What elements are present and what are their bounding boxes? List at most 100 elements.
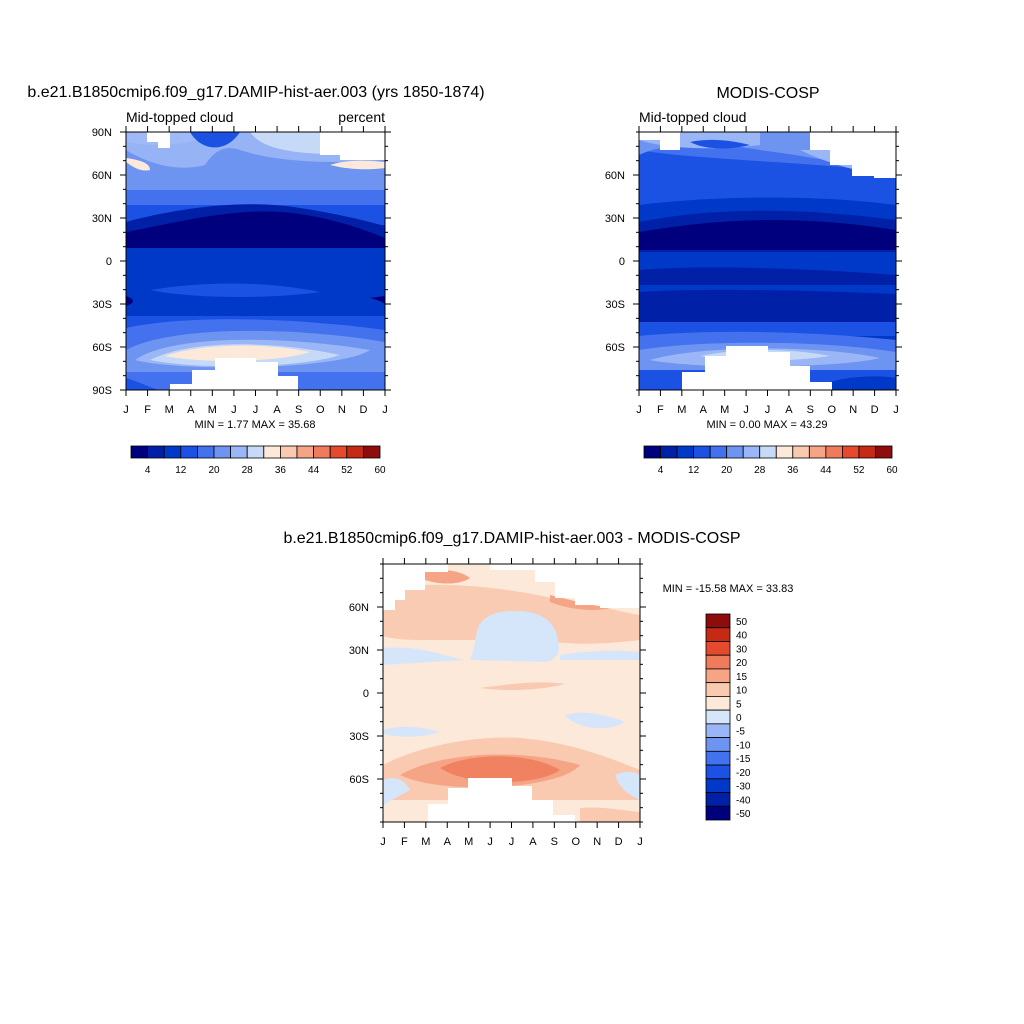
- colorbar-label: 60: [374, 465, 386, 476]
- colorbar-label: 20: [721, 465, 733, 476]
- colorbar-swatch: [246, 445, 265, 459]
- colorbar-label: -50: [736, 809, 751, 820]
- colorbar-swatch: [296, 445, 315, 459]
- y-tick-label: 30N: [605, 213, 625, 225]
- colorbar-swatch: [792, 445, 810, 459]
- field-band: [126, 158, 150, 171]
- colorbar-swatch: [196, 445, 215, 459]
- panel1-minmax: MIN = 1.77 MAX = 35.68: [194, 419, 315, 431]
- field-band: [690, 139, 750, 149]
- field-band: [190, 132, 240, 148]
- colorbar-label: 0: [736, 713, 742, 724]
- y-tick-label: 0: [106, 256, 112, 268]
- panel-diff: b.e21.B1850cmip6.f09_g17.DAMIP-hist-aer.…: [283, 530, 793, 848]
- colorbar-label: 10: [736, 686, 748, 697]
- colorbar-label: 12: [175, 465, 187, 476]
- x-tick-label: A: [700, 404, 708, 416]
- field-band: [126, 211, 385, 248]
- panel2-title: MODIS-COSP: [716, 85, 819, 102]
- x-tick-label: A: [273, 404, 281, 416]
- missing-data: [490, 564, 640, 608]
- x-tick-label: F: [144, 404, 151, 416]
- colorbar-label: 36: [787, 465, 799, 476]
- field-band: [370, 296, 385, 304]
- panel3-title: b.e21.B1850cmip6.f09_g17.DAMIP-hist-aer.…: [283, 530, 740, 547]
- panel1-colorbar: 4 12 20 28 36 44 52 60: [130, 445, 386, 476]
- colorbar-swatch: [705, 709, 731, 725]
- panel2-colorbar: 4 12 20 28 36 44 52 60: [643, 445, 898, 476]
- colorbar-swatch: [362, 445, 381, 459]
- field-band: [480, 682, 565, 691]
- panel-model: b.e21.B1850cmip6.f09_g17.DAMIP-hist-aer.…: [27, 84, 484, 476]
- colorbar-swatch: [825, 445, 843, 459]
- field-band: [565, 712, 625, 729]
- field-band: [639, 220, 896, 250]
- colorbar-label: -30: [736, 782, 751, 793]
- colorbar-swatch: [705, 627, 731, 642]
- colorbar-swatch: [705, 723, 731, 738]
- x-tick-label: J: [231, 404, 237, 416]
- colorbar-swatch: [660, 445, 678, 459]
- panel2-field: [639, 132, 896, 390]
- x-tick-label: A: [785, 404, 793, 416]
- colorbar-swatch: [213, 445, 232, 459]
- panel1-field: [126, 132, 385, 390]
- colorbar-swatch: [705, 641, 731, 656]
- field-band: [639, 267, 896, 285]
- colorbar-label: 28: [754, 465, 766, 476]
- colorbar-swatch: [705, 654, 731, 670]
- colorbar-label: 44: [820, 465, 832, 476]
- colorbar-swatch: [759, 445, 777, 459]
- colorbar-label: 36: [275, 465, 287, 476]
- colorbar-swatch: [705, 737, 731, 752]
- y-tick-label: 30N: [92, 213, 112, 225]
- colorbar-label: 4: [658, 465, 664, 476]
- colorbar-swatch: [842, 445, 860, 459]
- x-tick-label: N: [849, 404, 857, 416]
- colorbar-label: -5: [736, 727, 745, 738]
- x-tick-label: J: [765, 404, 771, 416]
- x-tick-label: A: [187, 404, 195, 416]
- x-tick-label: M: [421, 836, 430, 848]
- x-tick-label: M: [208, 404, 217, 416]
- y-tick-label: 60S: [605, 342, 625, 354]
- missing-data: [383, 564, 448, 610]
- colorbar-swatch: [346, 445, 364, 459]
- field-band: [440, 756, 560, 783]
- y-tick-label: 60N: [349, 602, 369, 614]
- colorbar-swatch: [130, 445, 149, 459]
- x-tick-label: N: [338, 404, 346, 416]
- x-tick-label: N: [593, 836, 601, 848]
- x-tick-label: J: [487, 836, 493, 848]
- x-tick-label: F: [401, 836, 408, 848]
- colorbar-swatch: [808, 445, 827, 459]
- colorbar-swatch: [230, 445, 248, 459]
- colorbar-swatch: [705, 668, 731, 684]
- x-tick-label: O: [571, 836, 580, 848]
- field-band: [165, 345, 310, 361]
- field-band: [150, 283, 320, 297]
- y-tick-label: 30S: [605, 299, 625, 311]
- x-tick-label: J: [253, 404, 259, 416]
- x-tick-label: M: [464, 836, 473, 848]
- y-tick-label: 0: [363, 688, 369, 700]
- y-tick-label: 90S: [92, 385, 112, 397]
- x-tick-label: J: [636, 404, 642, 416]
- colorbar-swatch: [180, 445, 198, 459]
- x-tick-label: S: [807, 404, 814, 416]
- colorbar-swatch: [693, 445, 711, 459]
- x-tick-label: J: [509, 836, 515, 848]
- y-tick-label: 30S: [92, 299, 112, 311]
- colorbar-swatch: [709, 445, 728, 459]
- colorbar-swatch: [705, 682, 731, 697]
- field-band: [615, 771, 640, 800]
- y-tick-label: 90N: [92, 127, 112, 139]
- x-tick-label: O: [316, 404, 325, 416]
- x-tick-label: S: [295, 404, 302, 416]
- field-band: [383, 778, 410, 805]
- field-band: [383, 647, 465, 665]
- colorbar-swatch: [705, 750, 731, 766]
- x-tick-label: D: [359, 404, 367, 416]
